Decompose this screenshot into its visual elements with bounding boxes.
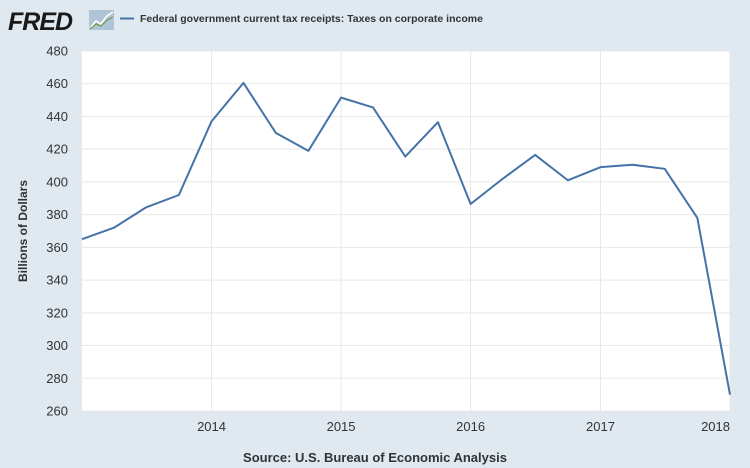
data-point[interactable] bbox=[597, 164, 603, 170]
legend: Federal government current tax receipts:… bbox=[120, 13, 483, 25]
gridlines bbox=[82, 50, 731, 412]
data-point[interactable] bbox=[305, 148, 311, 154]
data-point[interactable] bbox=[273, 130, 279, 136]
source-note: Source: U.S. Bureau of Economic Analysis bbox=[243, 450, 507, 465]
data-point[interactable] bbox=[176, 192, 182, 198]
x-tick-label: 2014 bbox=[197, 419, 226, 434]
data-point[interactable] bbox=[402, 154, 408, 160]
data-point[interactable] bbox=[694, 215, 700, 221]
y-tick-label: 460 bbox=[46, 76, 68, 91]
data-point[interactable] bbox=[468, 201, 474, 207]
data-point[interactable] bbox=[500, 176, 506, 182]
data-point[interactable] bbox=[565, 177, 571, 183]
y-axis-label: Billions of Dollars bbox=[16, 180, 30, 282]
data-point[interactable] bbox=[629, 162, 635, 168]
x-tick-label: 2015 bbox=[327, 419, 356, 434]
series-group bbox=[79, 80, 733, 398]
data-point[interactable] bbox=[532, 152, 538, 158]
data-point[interactable] bbox=[338, 95, 344, 101]
data-point[interactable] bbox=[209, 118, 215, 124]
x-tick-label: 2018 bbox=[701, 419, 730, 434]
y-tick-label: 260 bbox=[46, 404, 68, 419]
y-tick-label: 300 bbox=[46, 338, 68, 353]
y-axis-ticks: 260 280 300 320 340 360 380 400 420 440 460 480 bbox=[46, 44, 68, 419]
data-point[interactable] bbox=[727, 392, 733, 398]
y-tick-label: 340 bbox=[46, 273, 68, 288]
legend-label: Federal government current tax receipts:… bbox=[140, 13, 483, 25]
y-tick-label: 280 bbox=[46, 371, 68, 386]
data-point[interactable] bbox=[79, 236, 85, 242]
data-point[interactable] bbox=[435, 119, 441, 125]
fred-logo-chart-icon bbox=[89, 10, 114, 30]
data-point[interactable] bbox=[240, 80, 246, 86]
y-tick-label: 420 bbox=[46, 142, 68, 157]
fred-logo-text: FRED bbox=[8, 8, 73, 36]
y-tick-label: 380 bbox=[46, 207, 68, 222]
x-tick-label: 2017 bbox=[586, 419, 615, 434]
plot-area bbox=[82, 51, 730, 411]
data-point[interactable] bbox=[143, 204, 149, 210]
x-tick-label: 2016 bbox=[456, 419, 485, 434]
x-axis-ticks: 2014 2015 2016 2017 2018 bbox=[197, 419, 730, 434]
data-point[interactable] bbox=[662, 166, 668, 172]
fred-logo[interactable]: FRED bbox=[8, 8, 114, 36]
series-line[interactable] bbox=[81, 81, 731, 395]
data-point[interactable] bbox=[370, 104, 376, 110]
y-tick-label: 440 bbox=[46, 109, 68, 124]
y-tick-label: 480 bbox=[46, 44, 68, 59]
y-tick-label: 400 bbox=[46, 174, 68, 189]
y-tick-label: 320 bbox=[46, 305, 68, 320]
y-tick-label: 360 bbox=[46, 240, 68, 255]
data-point[interactable] bbox=[111, 225, 117, 231]
